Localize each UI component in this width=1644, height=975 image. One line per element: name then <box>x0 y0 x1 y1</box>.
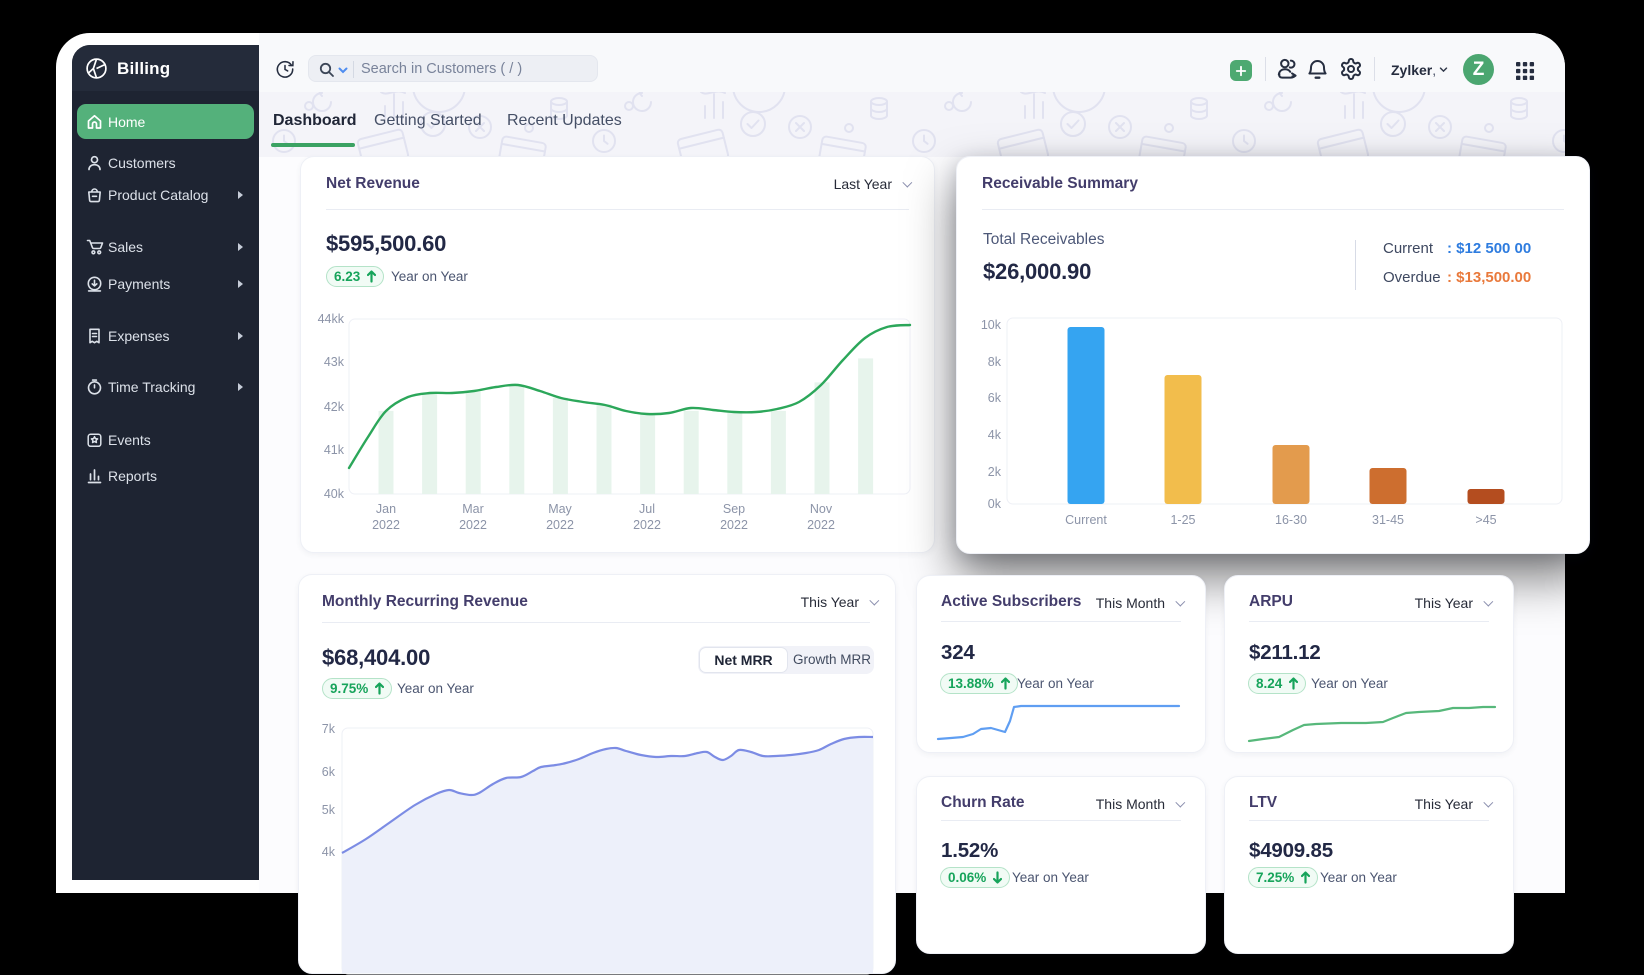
svg-text:2022: 2022 <box>372 518 400 532</box>
svg-text:6k: 6k <box>988 391 1002 405</box>
svg-text:Nov: Nov <box>810 502 833 516</box>
svg-text:10k: 10k <box>981 318 1002 332</box>
svg-text:8k: 8k <box>988 355 1002 369</box>
svg-text:2022: 2022 <box>807 518 835 532</box>
svg-text:5k: 5k <box>322 803 336 817</box>
svg-text:>45: >45 <box>1475 513 1496 527</box>
svg-text:44kk: 44kk <box>318 312 345 326</box>
svg-text:2022: 2022 <box>546 518 574 532</box>
svg-text:6k: 6k <box>322 765 336 779</box>
svg-text:Jan: Jan <box>376 502 396 516</box>
svg-text:2022: 2022 <box>720 518 748 532</box>
svg-text:2022: 2022 <box>459 518 487 532</box>
svg-text:May: May <box>548 502 572 516</box>
svg-text:31-45: 31-45 <box>1372 513 1404 527</box>
svg-text:43k: 43k <box>324 355 345 369</box>
svg-text:2k: 2k <box>988 465 1002 479</box>
svg-text:Jul: Jul <box>639 502 655 516</box>
svg-text:2022: 2022 <box>633 518 661 532</box>
svg-text:42k: 42k <box>324 400 345 414</box>
svg-text:0k: 0k <box>988 497 1002 511</box>
svg-text:Current: Current <box>1065 513 1107 527</box>
svg-text:41k: 41k <box>324 443 345 457</box>
svg-text:40k: 40k <box>324 487 345 501</box>
svg-text:4k: 4k <box>322 845 336 859</box>
svg-text:4k: 4k <box>988 428 1002 442</box>
svg-text:16-30: 16-30 <box>1275 513 1307 527</box>
svg-text:Sep: Sep <box>723 502 745 516</box>
svg-text:1-25: 1-25 <box>1170 513 1195 527</box>
svg-text:Mar: Mar <box>462 502 484 516</box>
svg-text:7k: 7k <box>322 722 336 736</box>
